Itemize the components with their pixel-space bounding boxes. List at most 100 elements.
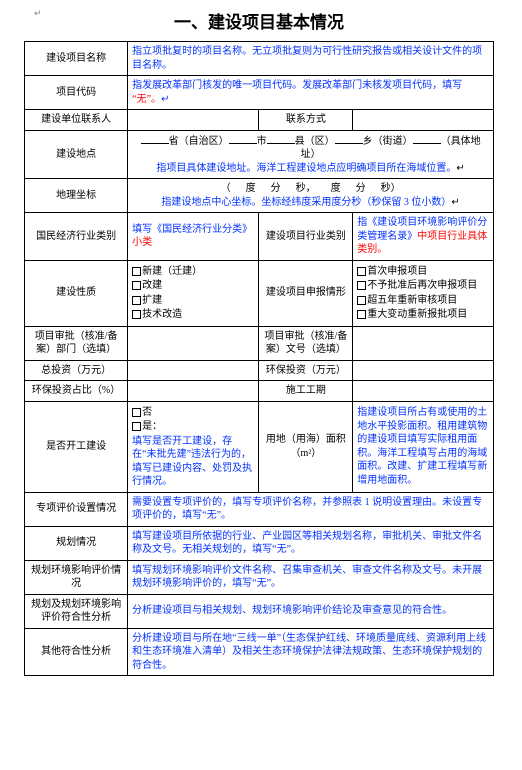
row-project-code: 项目代码 指发展改革部门核发的唯一项目代码。发展改革部门未核发项目代码，填写 “…: [25, 76, 494, 110]
t: 度: [331, 183, 341, 194]
label-land: 用地（用海）面积（m²）: [259, 401, 353, 492]
t: 超五年重新审核项目: [367, 295, 457, 306]
row-special: 专项评价设置情况 需要设置专项评价的，填写专项评价名称，并参照表 1 说明设置理…: [25, 492, 494, 526]
t: 县（区）: [295, 136, 335, 147]
blank-contact-method: [353, 110, 494, 131]
row-coords: 地理坐标 （ 度 分 秒， 度 分 秒） 指建设地点中心坐标。坐标经纬度采用度分…: [25, 179, 494, 213]
content-planeia: 填写规划环境影响评价文件名称、召集审查机关、审查文件名称及文号。未开展规划环境影…: [128, 560, 494, 594]
label-started: 是否开工建设: [25, 401, 128, 492]
label-contact-method: 联系方式: [259, 110, 353, 131]
t: 度: [246, 183, 256, 194]
label-approval-dept: 项目审批（核准/备案）部门（选填）: [25, 326, 128, 360]
t: 新建（迁建）: [142, 266, 202, 277]
anchor-mark: ↵: [34, 8, 42, 19]
t: 不予批准后再次申报项目: [367, 280, 477, 291]
checkbox-icon[interactable]: [357, 267, 366, 276]
row-other: 其他符合性分析 分析建设项目与所在地“三线一单”（生态保护红线、环境质量底线、资…: [25, 628, 494, 676]
content-special: 需要设置专项评价的，填写专项评价名称，并参照表 1 说明设置理由。未设置专项评价…: [128, 492, 494, 526]
opts-nature: 新建（迁建） 改建 扩建 技术改造: [128, 260, 259, 326]
label-contact: 建设单位联系人: [25, 110, 128, 131]
content-other: 分析建设项目与所在地“三线一单”（生态保护红线、环境质量底线、资源利用上线和生态…: [128, 628, 494, 676]
page-title: 一、建设项目基本情况: [24, 8, 494, 33]
content-started: 否 是： 填写是否开工建设，存在“未批先建”违法行为的，填写已建设内容、处罚及执…: [128, 401, 259, 492]
t: 改建: [142, 280, 162, 291]
t: 首次申报项目: [367, 266, 427, 277]
row-planeia: 规划环境影响评价情况 填写规划环境影响评价文件名称、召集审查机关、审查文件名称及…: [25, 560, 494, 594]
t: 扩建: [142, 295, 162, 306]
t: 否: [142, 407, 152, 418]
content-indu1: 填写《国民经济行业分类》 小类: [128, 213, 259, 261]
row-industry: 国民经济行业类别 填写《国民经济行业分类》 小类 建设项目行业类别 指《建设项目…: [25, 213, 494, 261]
t: 填写《国民经济行业分类》: [132, 224, 252, 235]
content-project-code: 指发展改革部门核发的唯一项目代码。发展改革部门未核发项目代码，填写 “无”。↵: [128, 76, 494, 110]
blank: [353, 381, 494, 402]
row-location: 建设地点 省（自治区）市县（区）乡（街道）（具体地址） 指项目具体建设地址。海洋…: [25, 130, 494, 179]
row-project-name: 建设项目名称 指立项批复时的项目名称。无立项批复则为可行性研究报告或相关设计文件…: [25, 42, 494, 76]
label-declare: 建设项目申报情形: [259, 260, 353, 326]
label-planning: 规划情况: [25, 526, 128, 560]
opts-declare: 首次申报项目 不予批准后再次申报项目 超五年重新审核项目 重大变动重新报批项目: [353, 260, 494, 326]
blank: [128, 381, 259, 402]
blank-contact: [128, 110, 259, 131]
checkbox-icon[interactable]: [357, 310, 366, 319]
label-ratio: 环保投资占比（%）: [25, 381, 128, 402]
content-indu2: 指《建设项目环境影响评价分类管理名录》中项目行业具体类别。: [353, 213, 494, 261]
checkbox-icon[interactable]: [357, 281, 366, 290]
label-special: 专项评价设置情况: [25, 492, 128, 526]
label-location: 建设地点: [25, 130, 128, 179]
t: 省（自治区）: [169, 136, 229, 147]
t: 市: [257, 136, 267, 147]
t: 分: [271, 183, 281, 194]
checkbox-icon[interactable]: [132, 296, 141, 305]
project-info-table: 建设项目名称 指立项批复时的项目名称。无立项批复则为可行性研究报告或相关设计文件…: [24, 41, 494, 676]
blank: [353, 326, 494, 360]
label-conform: 规划及规划环境影响评价符合性分析: [25, 594, 128, 628]
row-contact: 建设单位联系人 联系方式: [25, 110, 494, 131]
t: 技术改造: [142, 309, 182, 320]
blank: [353, 360, 494, 381]
label-project-code: 项目代码: [25, 76, 128, 110]
content-location: 省（自治区）市县（区）乡（街道）（具体地址） 指项目具体建设地址。海洋工程建设地…: [128, 130, 494, 179]
t: 乡（街道）: [363, 136, 413, 147]
checkbox-icon[interactable]: [132, 408, 141, 417]
txt: 指发展改革部门核发的唯一项目代码。发展改革部门未核发项目代码，填写: [132, 80, 462, 91]
row-invest: 总投资（万元） 环保投资（万元）: [25, 360, 494, 381]
content-project-name: 指立项批复时的项目名称。无立项批复则为可行性研究报告或相关设计文件的项目名称。: [128, 42, 494, 76]
row-planning: 规划情况 填写建设项目所依据的行业、产业园区等相关规划名称，审批机关、审批文件名…: [25, 526, 494, 560]
t: 指项目具体建设地址。海洋工程建设地点应明确项目所在海域位置。: [156, 163, 456, 174]
checkbox-icon[interactable]: [132, 281, 141, 290]
row-conform: 规划及规划环境影响评价符合性分析 分析建设项目与相关规划、规划环境影响评价结论及…: [25, 594, 494, 628]
content-planning: 填写建设项目所依据的行业、产业园区等相关规划名称，审批机关、审批文件名称及文号。…: [128, 526, 494, 560]
t: 秒，: [296, 183, 316, 194]
checkbox-icon[interactable]: [132, 422, 141, 431]
t: 分: [356, 183, 366, 194]
label-approval-no: 项目审批（核准/备案）文号（选填）: [259, 326, 353, 360]
label-period: 施工工期: [259, 381, 353, 402]
label-project-name: 建设项目名称: [25, 42, 128, 76]
row-started: 是否开工建设 否 是： 填写是否开工建设，存在“未批先建”违法行为的，填写已建设…: [25, 401, 494, 492]
txt-red: “无”。: [132, 94, 161, 105]
row-nature: 建设性质 新建（迁建） 改建 扩建 技术改造 建设项目申报情形 首次申报项目 不…: [25, 260, 494, 326]
row-invest-ratio: 环保投资占比（%） 施工工期: [25, 381, 494, 402]
t: 是：: [142, 421, 162, 432]
checkbox-icon[interactable]: [357, 296, 366, 305]
t: 指建设地点中心坐标。坐标经纬度采用度分秒（秒保留 3 位小数）: [161, 197, 451, 208]
t: 小类: [132, 237, 152, 248]
t: 重大变动重新报批项目: [367, 309, 467, 320]
row-approval: 项目审批（核准/备案）部门（选填） 项目审批（核准/备案）文号（选填）: [25, 326, 494, 360]
checkbox-icon[interactable]: [132, 310, 141, 319]
blank: [128, 326, 259, 360]
label-env-invest: 环保投资（万元）: [259, 360, 353, 381]
content-land: 指建设项目所占有或使用的土地水平投影面积。租用建筑物的建设项目填写实际租用面积。…: [353, 401, 494, 492]
blank: [128, 360, 259, 381]
label-planeia: 规划环境影响评价情况: [25, 560, 128, 594]
label-indu1: 国民经济行业类别: [25, 213, 128, 261]
label-nature: 建设性质: [25, 260, 128, 326]
label-indu2: 建设项目行业类别: [259, 213, 353, 261]
t: 填写是否开工建设，存在“未批先建”违法行为的，填写已建设内容、处罚及执行情况。: [132, 436, 252, 488]
checkbox-icon[interactable]: [132, 267, 141, 276]
label-other: 其他符合性分析: [25, 628, 128, 676]
content-conform: 分析建设项目与相关规划、规划环境影响评价结论及审查意见的符合性。: [128, 594, 494, 628]
label-total-invest: 总投资（万元）: [25, 360, 128, 381]
label-coords: 地理坐标: [25, 179, 128, 213]
